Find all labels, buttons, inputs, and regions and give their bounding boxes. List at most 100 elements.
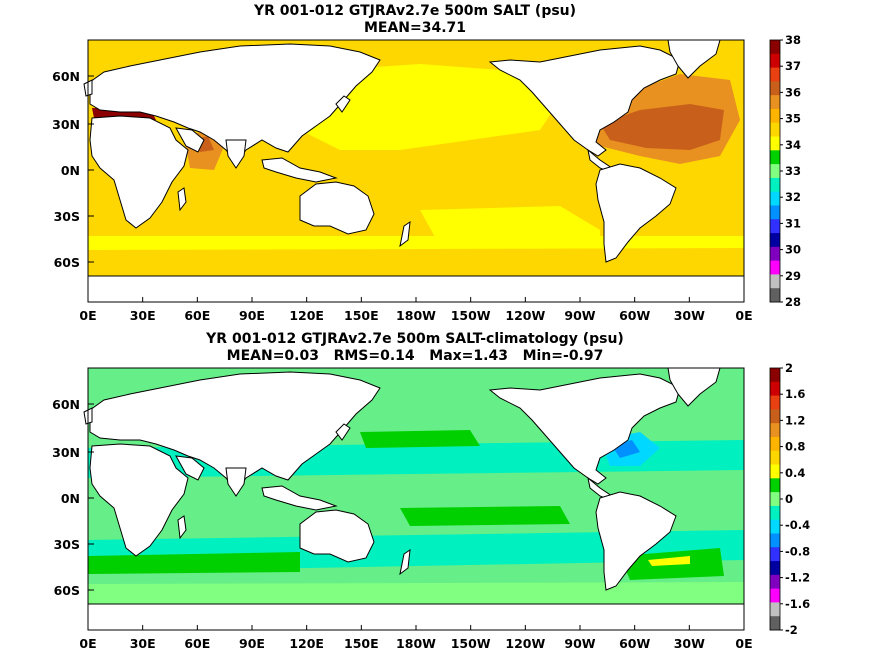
colorbar-swatch [770, 423, 780, 438]
lon-tick-label: 180W [396, 636, 436, 651]
lon-tick-label: 30E [130, 636, 156, 651]
lat-tick-label: 60S [54, 255, 80, 270]
axes-layer: 60N 30N 0N 30S 60S 0E 30E 60E 90E 120E 150E 180W 150… [52, 69, 752, 651]
colorbar-label: 38 [785, 33, 801, 47]
lat-tick-label: 30N [52, 445, 80, 460]
colorbar-label: 0.8 [785, 440, 805, 454]
lat-tick-label: 30N [52, 117, 80, 132]
bottom-panel-title-line1: YR 001-012 GTJRAv2.7e 500m SALT-climatol… [206, 331, 624, 347]
lon-tick-label: 120E [289, 308, 324, 323]
colorbar-label: 31 [785, 216, 801, 230]
colorbar-layer: 38 37 36 35 34 33 32 31 30 29 28 2 1.6 1.2 0.8 0.4 0 -0.4… [769, 33, 810, 637]
colorbar-swatch [770, 492, 780, 507]
colorbar-swatch [770, 602, 780, 617]
bottom-yellow-spot [648, 556, 690, 566]
colorbar-swatch [770, 561, 780, 576]
colorbar-label: -1.6 [785, 597, 810, 611]
colorbar-label: 2 [785, 361, 793, 375]
lat-tick-label: 0N [61, 163, 80, 178]
lon-tick-label: 30E [130, 308, 156, 323]
lon-tick-label: 120W [505, 636, 545, 651]
colorbar-swatch [770, 409, 780, 424]
colorbar-label: 0.4 [785, 466, 805, 480]
colorbar-label: 36 [785, 85, 801, 99]
colorbar-swatch [770, 67, 780, 82]
bottom-southern-ocean [88, 582, 744, 608]
lon-tick-label: 90E [239, 308, 265, 323]
colorbar-swatch [770, 122, 780, 138]
colorbar-swatch [770, 505, 780, 521]
colorbar-swatch [770, 450, 780, 466]
lon-tick-label: 150E [344, 636, 379, 651]
bottom-map-panel [83, 367, 745, 631]
bottom-positive-south [88, 552, 300, 574]
lon-tick-label: 60E [184, 636, 210, 651]
lon-tick-label: 90W [564, 308, 595, 323]
bottom-positive-north-pacific [360, 430, 480, 448]
top-southern-band [88, 236, 744, 250]
colorbar-label: 30 [785, 243, 801, 257]
colorbar-swatch [770, 381, 780, 397]
colorbar-swatch [770, 574, 780, 590]
colorbar-swatch [770, 164, 780, 179]
colorbar-swatch [770, 191, 780, 206]
lon-tick-label: 150E [344, 308, 379, 323]
lat-tick-label: 60S [54, 583, 80, 598]
colorbar-label: 1.6 [785, 387, 805, 401]
colorbar-swatch [770, 288, 780, 303]
bottom-positive-equatorial [400, 506, 570, 526]
colorbar-swatch [770, 219, 780, 234]
colorbar-label: 29 [785, 269, 801, 283]
lat-tick-label: 60N [52, 397, 80, 412]
colorbar-swatch [770, 53, 780, 69]
lon-tick-label: 150W [451, 636, 491, 651]
colorbar-swatch [770, 616, 780, 631]
lon-tick-label: 0E [735, 308, 752, 323]
top-panel-title-line1: YR 001-012 GTJRAv2.7e 500m SALT (psu) [253, 3, 577, 19]
colorbar-swatch [770, 395, 780, 410]
colorbar-label: 32 [785, 190, 801, 204]
colorbar-swatch [770, 150, 780, 165]
lon-tick-label: 0E [79, 636, 96, 651]
colorbar-swatch [770, 177, 780, 193]
lon-tick-label: 60W [619, 308, 650, 323]
colorbar-swatch [770, 519, 780, 534]
lon-tick-label: 60E [184, 308, 210, 323]
colorbar-swatch [770, 547, 780, 562]
lon-tick-label: 0E [79, 308, 96, 323]
colorbar-swatch [770, 136, 780, 151]
colorbar-label: -0.4 [785, 518, 810, 532]
lon-tick-label: 30W [674, 308, 705, 323]
lat-tick-label: 0N [61, 491, 80, 506]
colorbar-label: -2 [785, 623, 798, 637]
colorbar-swatch [770, 260, 780, 275]
bottom-panel-title-line2: MEAN=0.03 RMS=0.14 Max=1.43 Min=-0.97 [226, 348, 604, 364]
colorbar-label: 1.2 [785, 413, 805, 427]
colorbar-swatch [770, 274, 780, 289]
lon-tick-label: 90W [564, 636, 595, 651]
colorbar-swatch [770, 464, 780, 479]
colorbar-label: 34 [785, 138, 801, 152]
colorbar-label: 37 [785, 59, 801, 73]
colorbar-label: 33 [785, 164, 801, 178]
colorbar-label: -1.2 [785, 571, 810, 585]
colorbar-swatch [770, 588, 780, 603]
top-map-panel [83, 39, 745, 303]
colorbar-swatch [770, 205, 780, 220]
colorbar-swatch [770, 368, 780, 383]
lon-tick-label: 180W [396, 308, 436, 323]
lat-tick-label: 30S [54, 209, 80, 224]
colorbar-swatch [770, 40, 780, 55]
colorbar-swatch [770, 108, 780, 124]
colorbar-swatch [770, 246, 780, 262]
lon-tick-label: 120E [289, 636, 324, 651]
top-atlantic-core [600, 104, 724, 150]
colorbar-swatch [770, 95, 780, 110]
lon-tick-label: 30W [674, 636, 705, 651]
lat-tick-label: 60N [52, 69, 80, 84]
colorbar-label: 35 [785, 112, 801, 126]
colorbar-swatch [770, 81, 780, 96]
colorbar-swatch [770, 436, 780, 452]
colorbar-swatch [770, 533, 780, 548]
